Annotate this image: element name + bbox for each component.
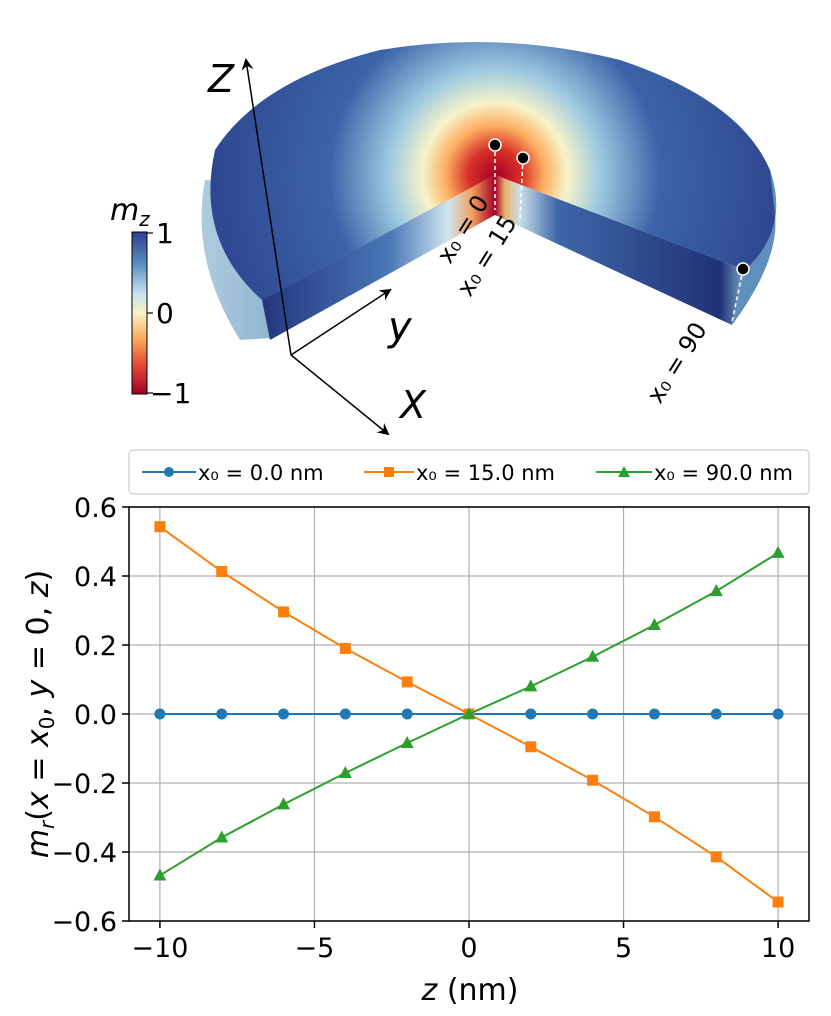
axis-label-y: y bbox=[387, 304, 413, 350]
x-tick-label: −10 bbox=[131, 933, 188, 964]
cut-face-left bbox=[262, 175, 495, 340]
colorbar-tick-minus1: −1 bbox=[150, 377, 191, 410]
y-tick-label: 0.0 bbox=[74, 700, 117, 731]
marker-x0-0 bbox=[488, 138, 502, 152]
y-tick-label: 0.4 bbox=[74, 562, 117, 593]
axis-ticks: −10 −5 0 5 10 −0.6 −0.4 −0.2 0.0 0.2 0.4 0.6 bbox=[51, 493, 795, 964]
y-tick-label: −0.2 bbox=[51, 769, 117, 800]
marker-x0-90 bbox=[736, 262, 750, 276]
x-axis-label: z (nm) bbox=[421, 973, 519, 1008]
data-point bbox=[710, 851, 722, 863]
axis-label-x: X bbox=[398, 383, 427, 427]
data-point bbox=[772, 708, 784, 720]
data-point bbox=[462, 707, 476, 719]
x-tick-label: −5 bbox=[295, 933, 335, 964]
axis-arrow-x bbox=[290, 354, 390, 436]
cut-face-right bbox=[495, 175, 745, 325]
line-chart: x₀ = 0.0 nm x₀ = 15.0 nm x₀ = 90.0 nm −1… bbox=[21, 449, 810, 1008]
y-tick-label: 0.2 bbox=[74, 631, 117, 662]
data-point bbox=[153, 868, 167, 881]
legend-label-1: x₀ = 15.0 nm bbox=[416, 461, 555, 485]
legend-label-2: x₀ = 90.0 nm bbox=[654, 461, 793, 485]
data-point bbox=[525, 741, 537, 753]
cylinder-top-face bbox=[210, 42, 777, 300]
data-point bbox=[154, 708, 166, 720]
data-point bbox=[277, 797, 291, 810]
x-tick-label: 5 bbox=[615, 933, 632, 964]
data-point bbox=[339, 708, 351, 720]
x-tick-label: 10 bbox=[761, 933, 795, 964]
data-point bbox=[648, 708, 660, 720]
y-tick-label: −0.4 bbox=[51, 838, 117, 869]
x-tick-label: 0 bbox=[460, 933, 477, 964]
data-point bbox=[400, 735, 414, 748]
data-point bbox=[587, 708, 599, 720]
data-point bbox=[216, 566, 228, 578]
data-point bbox=[648, 811, 660, 823]
colorbar-tick-1: 1 bbox=[156, 217, 174, 250]
data-point bbox=[339, 642, 351, 654]
y-tick-label: −0.6 bbox=[51, 907, 117, 938]
data-point bbox=[401, 708, 413, 720]
axis-arrow-y bbox=[290, 288, 392, 356]
colorbar: 1 0 −1 mz bbox=[110, 193, 191, 410]
y-tick-label: 0.6 bbox=[74, 493, 117, 524]
legend: x₀ = 0.0 nm x₀ = 15.0 nm x₀ = 90.0 nm bbox=[128, 449, 810, 495]
label-x0-90: x₀ = 90 bbox=[641, 317, 712, 408]
axis-label-z: Z bbox=[207, 57, 235, 101]
series-group bbox=[153, 521, 785, 908]
axis-arrow-z bbox=[241, 58, 292, 356]
data-point bbox=[215, 830, 229, 843]
data-point bbox=[586, 649, 600, 662]
data-point bbox=[216, 708, 228, 720]
data-point bbox=[771, 545, 785, 558]
series-2 bbox=[153, 545, 785, 881]
data-point bbox=[587, 774, 599, 786]
legend-entry-x0-0: x₀ = 0.0 nm bbox=[142, 461, 324, 485]
data-point bbox=[772, 896, 784, 908]
skyrmion-illustration: x₀ = 0 x₀ = 15 x₀ = 90 Z y X 1 0 −1 mz bbox=[110, 42, 777, 436]
data-point bbox=[278, 606, 290, 618]
legend-entry-x0-15: x₀ = 15.0 nm bbox=[364, 461, 555, 485]
data-point bbox=[154, 521, 166, 533]
data-point bbox=[710, 708, 722, 720]
legend-label-0: x₀ = 0.0 nm bbox=[198, 461, 324, 485]
colorbar-tick-0: 0 bbox=[156, 297, 174, 330]
data-point bbox=[338, 765, 352, 778]
marker-x0-15 bbox=[516, 151, 530, 165]
legend-entry-x0-90: x₀ = 90.0 nm bbox=[596, 461, 793, 485]
data-point bbox=[401, 676, 413, 688]
data-point bbox=[524, 679, 538, 692]
y-axis-label: mr(x = x0, y = 0, z) bbox=[21, 570, 59, 858]
data-point bbox=[278, 708, 290, 720]
colorbar-label: mz bbox=[110, 193, 150, 231]
data-point bbox=[709, 584, 723, 597]
data-point bbox=[525, 708, 537, 720]
cylinder-rim bbox=[732, 170, 777, 325]
data-point bbox=[647, 617, 661, 630]
